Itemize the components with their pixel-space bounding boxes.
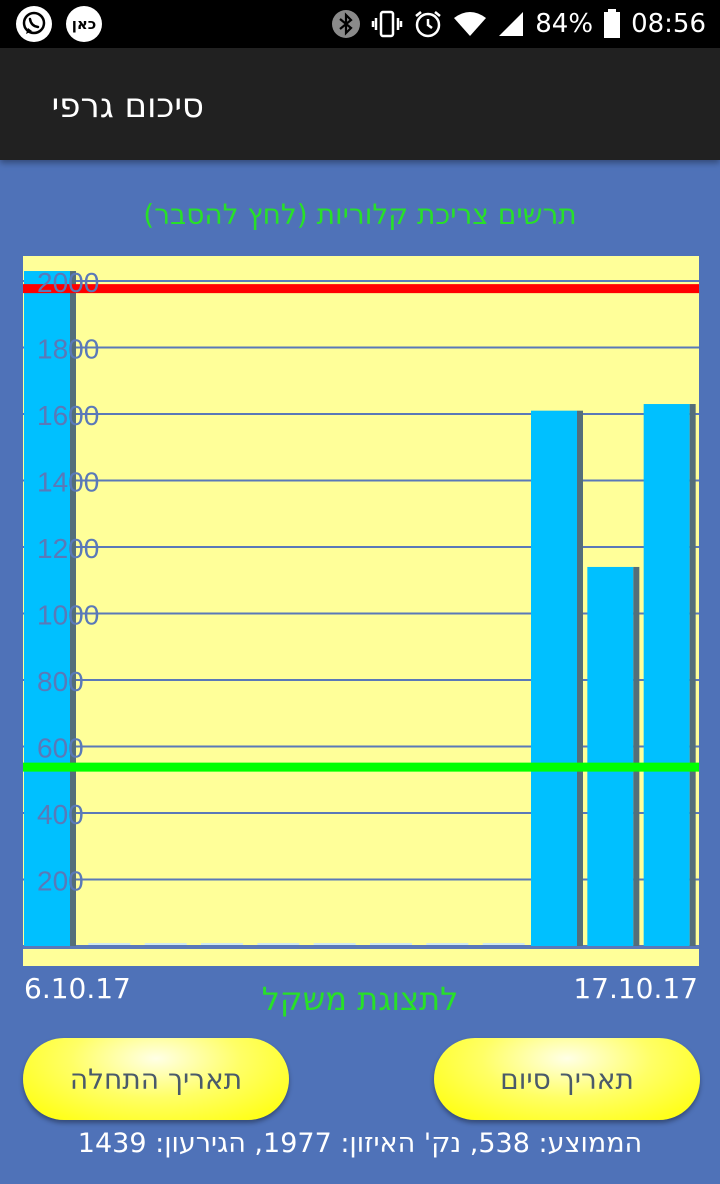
clock: 08:56 bbox=[631, 9, 706, 39]
wifi-icon bbox=[453, 10, 487, 38]
vibrate-icon bbox=[371, 9, 403, 39]
bar-shadow bbox=[633, 566, 640, 946]
bar bbox=[482, 943, 525, 945]
alarm-icon bbox=[413, 9, 443, 39]
end-date-button[interactable]: תאריך סיום bbox=[434, 1038, 700, 1120]
y-tick-label: 600 bbox=[37, 733, 84, 764]
start-date-label: 6.10.17 bbox=[24, 972, 131, 1005]
y-tick-label: 1400 bbox=[37, 467, 99, 498]
bar bbox=[587, 566, 634, 946]
y-tick-label: 800 bbox=[37, 666, 84, 697]
bar bbox=[201, 943, 243, 945]
start-date-button[interactable]: תאריך התחלה bbox=[23, 1038, 289, 1120]
calorie-chart[interactable]: 200 400 600 800 1000 1200 1400 1600 1800 2000 bbox=[23, 256, 699, 966]
status-bar: כאן 84% 08:56 bbox=[0, 0, 720, 48]
y-tick-label: 1200 bbox=[37, 533, 99, 564]
bar bbox=[313, 943, 356, 945]
bar-shadow bbox=[577, 410, 583, 946]
end-date-label: 17.10.17 bbox=[573, 972, 698, 1005]
battery-icon bbox=[603, 9, 621, 39]
notification-icons: כאן bbox=[16, 6, 102, 42]
bar bbox=[370, 943, 412, 945]
y-tick-label: 400 bbox=[37, 799, 84, 830]
status-icons: 84% 08:56 bbox=[331, 0, 706, 48]
y-tick-label: 2000 bbox=[37, 267, 99, 298]
kan-icon: כאן bbox=[66, 6, 102, 42]
y-tick-label: 1000 bbox=[37, 600, 99, 631]
battery-level: 84% bbox=[535, 9, 594, 39]
signal-icon bbox=[497, 10, 525, 38]
bar bbox=[257, 943, 300, 945]
y-tick-label: 200 bbox=[37, 866, 84, 897]
weight-view-link[interactable]: לתצוגת משקל bbox=[261, 980, 459, 1018]
page-title: סיכום גרפי bbox=[51, 86, 204, 126]
bar-shadow bbox=[689, 404, 696, 946]
summary-text: הממוצע: 538, נק' האיזון: 1977, הגירעון: … bbox=[77, 1128, 643, 1159]
bar-shadow bbox=[70, 271, 76, 946]
y-tick-label: 1800 bbox=[37, 334, 99, 365]
bar bbox=[426, 943, 469, 945]
bar bbox=[643, 404, 690, 946]
whatsapp-icon bbox=[16, 6, 52, 42]
chart-svg: 200 400 600 800 1000 1200 1400 1600 1800 2000 bbox=[23, 267, 699, 949]
bar bbox=[531, 410, 577, 946]
bar bbox=[24, 271, 70, 946]
bar bbox=[88, 943, 131, 945]
bar bbox=[144, 943, 187, 945]
chart-title-link[interactable]: תרשים צריכת קלוריות (לחץ להסבר) bbox=[143, 198, 577, 231]
bluetooth-icon bbox=[331, 9, 361, 39]
y-tick-label: 1600 bbox=[37, 400, 99, 431]
app-bar: סיכום גרפי bbox=[0, 48, 720, 160]
